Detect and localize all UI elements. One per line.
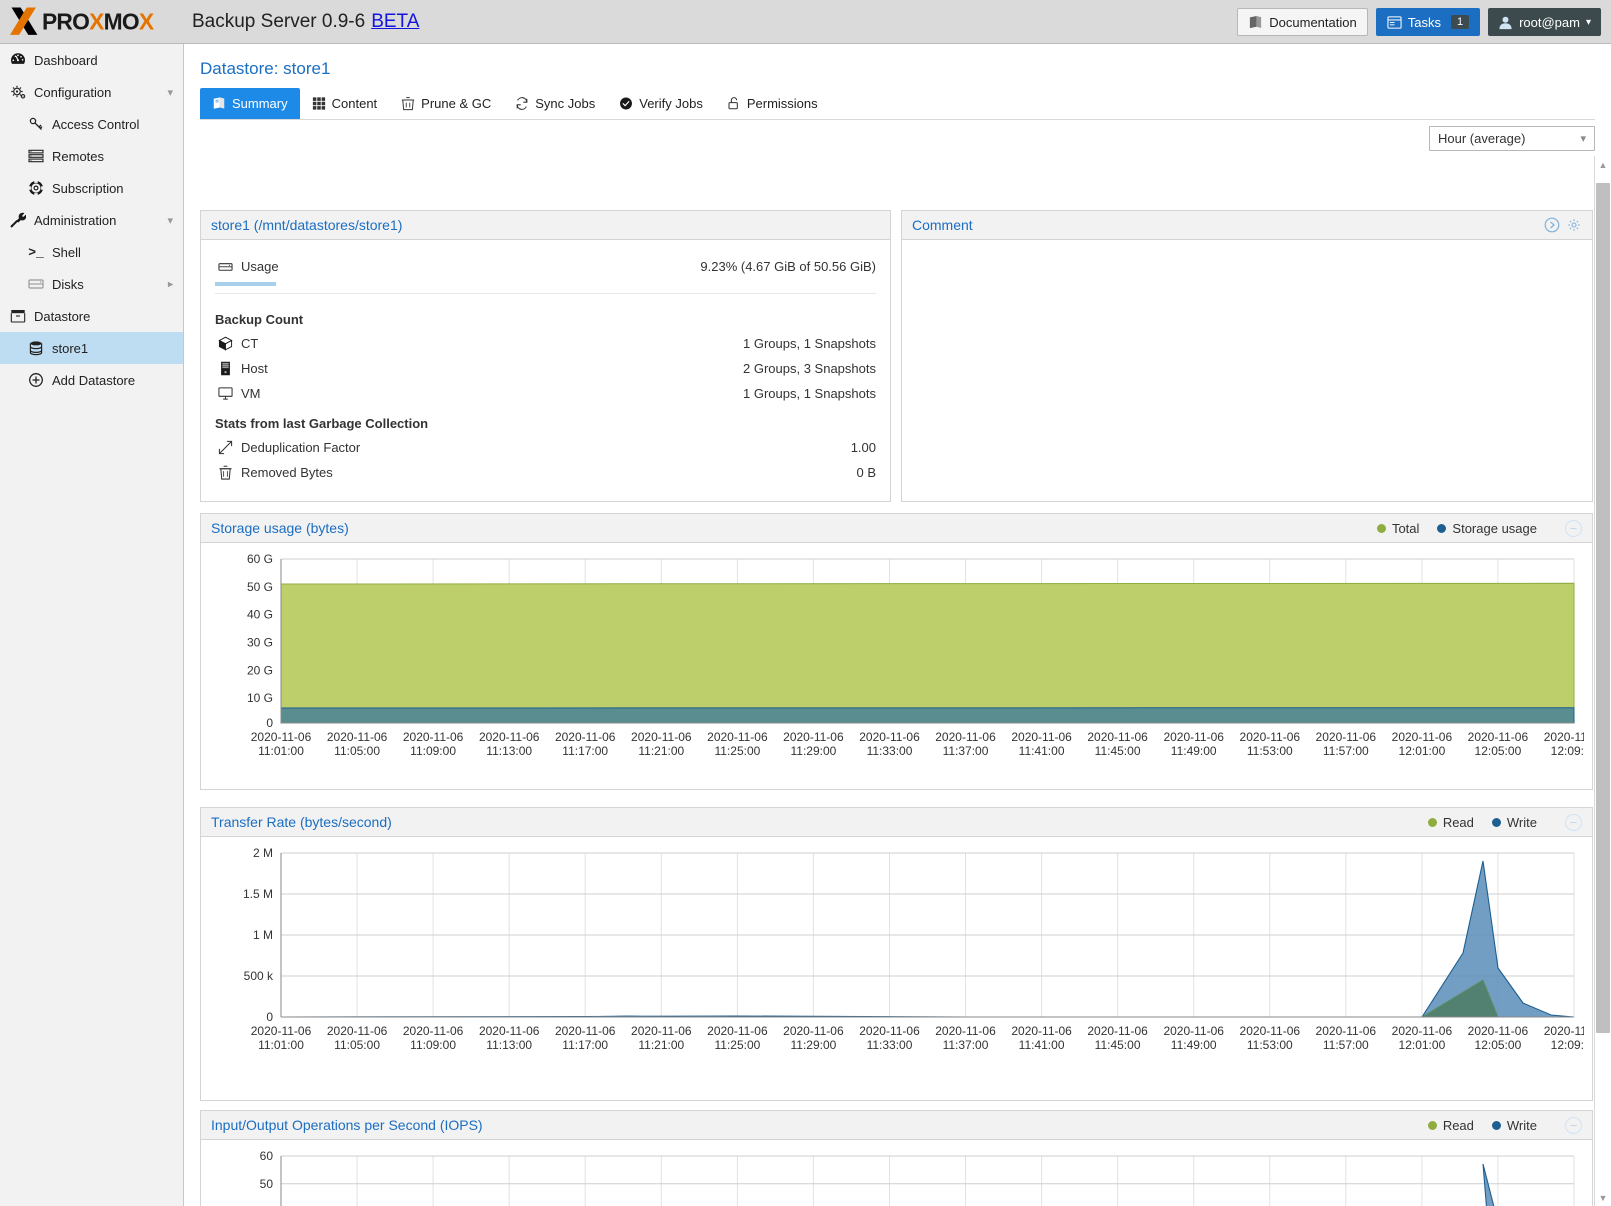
svg-text:2020-11-06: 2020-11-06: [251, 1024, 312, 1038]
svg-text:2020-11-06: 2020-11-06: [555, 730, 616, 744]
svg-text:11:01:00: 11:01:00: [258, 1038, 304, 1052]
svg-text:11:17:00: 11:17:00: [562, 744, 608, 758]
svg-text:11:49:00: 11:49:00: [1171, 1038, 1217, 1052]
svg-text:40 G: 40 G: [247, 608, 273, 622]
svg-text:12:09:00: 12:09:00: [1551, 1038, 1584, 1052]
svg-text:0: 0: [266, 716, 273, 730]
svg-text:0: 0: [266, 1010, 273, 1024]
svg-text:1.5 M: 1.5 M: [243, 887, 273, 901]
svg-text:12:01:00: 12:01:00: [1399, 1038, 1446, 1052]
svg-text:11:49:00: 11:49:00: [1171, 744, 1217, 758]
svg-text:11:01:00: 11:01:00: [258, 744, 304, 758]
svg-text:2020-11-06: 2020-11-06: [1392, 730, 1453, 744]
svg-text:11:53:00: 11:53:00: [1247, 1038, 1293, 1052]
svg-text:2020-11-06: 2020-11-06: [1011, 1024, 1072, 1038]
svg-text:2020-11-06: 2020-11-06: [403, 1024, 464, 1038]
svg-text:20 G: 20 G: [247, 663, 273, 677]
svg-text:11:21:00: 11:21:00: [638, 1038, 684, 1052]
svg-text:30 G: 30 G: [247, 636, 273, 650]
svg-text:11:09:00: 11:09:00: [410, 744, 456, 758]
svg-text:11:53:00: 11:53:00: [1247, 744, 1293, 758]
svg-text:11:13:00: 11:13:00: [486, 744, 532, 758]
svg-text:2020-11-06: 2020-11-06: [631, 730, 692, 744]
svg-text:2020-11-06: 2020-11-06: [1544, 730, 1584, 744]
svg-text:11:41:00: 11:41:00: [1019, 1038, 1065, 1052]
svg-text:2020-11-06: 2020-11-06: [707, 730, 768, 744]
svg-text:11:57:00: 11:57:00: [1323, 744, 1369, 758]
svg-text:12:05:00: 12:05:00: [1475, 1038, 1522, 1052]
svg-text:50 G: 50 G: [247, 580, 273, 594]
svg-text:2020-11-06: 2020-11-06: [1011, 730, 1072, 744]
svg-text:10 G: 10 G: [247, 691, 273, 705]
svg-text:12:05:00: 12:05:00: [1475, 744, 1522, 758]
svg-text:11:25:00: 11:25:00: [714, 1038, 760, 1052]
svg-text:2020-11-06: 2020-11-06: [1468, 730, 1529, 744]
svg-text:2020-11-06: 2020-11-06: [859, 1024, 920, 1038]
svg-text:2020-11-06: 2020-11-06: [1163, 1024, 1224, 1038]
svg-text:11:45:00: 11:45:00: [1095, 1038, 1141, 1052]
svg-text:2020-11-06: 2020-11-06: [1316, 1024, 1377, 1038]
svg-text:2020-11-06: 2020-11-06: [251, 730, 312, 744]
svg-text:2020-11-06: 2020-11-06: [935, 730, 996, 744]
svg-text:11:05:00: 11:05:00: [334, 1038, 380, 1052]
svg-text:11:25:00: 11:25:00: [714, 744, 760, 758]
svg-text:2020-11-06: 2020-11-06: [479, 730, 540, 744]
svg-text:60 G: 60 G: [247, 552, 273, 566]
svg-text:2020-11-06: 2020-11-06: [1240, 1024, 1301, 1038]
svg-text:50: 50: [260, 1177, 274, 1191]
svg-text:11:33:00: 11:33:00: [867, 1038, 913, 1052]
svg-text:2020-11-06: 2020-11-06: [783, 730, 844, 744]
svg-text:2020-11-06: 2020-11-06: [1392, 1024, 1453, 1038]
svg-text:11:17:00: 11:17:00: [562, 1038, 608, 1052]
svg-text:11:13:00: 11:13:00: [486, 1038, 532, 1052]
svg-text:2020-11-06: 2020-11-06: [1163, 730, 1224, 744]
svg-text:2020-11-06: 2020-11-06: [479, 1024, 540, 1038]
svg-text:2020-11-06: 2020-11-06: [859, 730, 920, 744]
svg-text:2020-11-06: 2020-11-06: [1240, 730, 1301, 744]
svg-text:11:09:00: 11:09:00: [410, 1038, 456, 1052]
svg-text:2020-11-06: 2020-11-06: [1087, 730, 1148, 744]
svg-text:2 M: 2 M: [253, 846, 273, 860]
svg-text:60: 60: [260, 1149, 274, 1163]
svg-text:11:37:00: 11:37:00: [943, 1038, 989, 1052]
svg-text:12:01:00: 12:01:00: [1399, 744, 1446, 758]
svg-text:2020-11-06: 2020-11-06: [935, 1024, 996, 1038]
svg-text:PROXMOX: PROXMOX: [42, 9, 155, 35]
svg-text:11:29:00: 11:29:00: [790, 1038, 836, 1052]
svg-text:11:33:00: 11:33:00: [867, 744, 913, 758]
svg-text:11:41:00: 11:41:00: [1019, 744, 1065, 758]
svg-text:2020-11-06: 2020-11-06: [327, 730, 388, 744]
svg-text:2020-11-06: 2020-11-06: [555, 1024, 616, 1038]
svg-text:12:09:00: 12:09:00: [1551, 744, 1584, 758]
svg-text:2020-11-06: 2020-11-06: [327, 1024, 388, 1038]
svg-text:11:57:00: 11:57:00: [1323, 1038, 1369, 1052]
svg-text:2020-11-06: 2020-11-06: [631, 1024, 692, 1038]
svg-text:11:29:00: 11:29:00: [790, 744, 836, 758]
svg-text:2020-11-06: 2020-11-06: [783, 1024, 844, 1038]
svg-text:2020-11-06: 2020-11-06: [403, 730, 464, 744]
svg-text:2020-11-06: 2020-11-06: [707, 1024, 768, 1038]
svg-text:2020-11-06: 2020-11-06: [1316, 730, 1377, 744]
svg-text:11:05:00: 11:05:00: [334, 744, 380, 758]
svg-text:1 M: 1 M: [253, 928, 273, 942]
svg-text:2020-11-06: 2020-11-06: [1087, 1024, 1148, 1038]
svg-text:2020-11-06: 2020-11-06: [1544, 1024, 1584, 1038]
svg-text:11:37:00: 11:37:00: [943, 744, 989, 758]
svg-text:11:21:00: 11:21:00: [638, 744, 684, 758]
svg-text:500 k: 500 k: [244, 969, 274, 983]
svg-text:11:45:00: 11:45:00: [1095, 744, 1141, 758]
svg-text:2020-11-06: 2020-11-06: [1468, 1024, 1529, 1038]
